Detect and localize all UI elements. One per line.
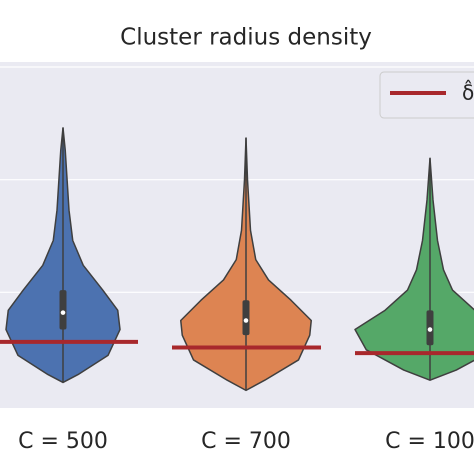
- median: [243, 318, 249, 323]
- box: [59, 290, 67, 330]
- legend-label: δ̂: [462, 80, 474, 105]
- box: [242, 300, 250, 336]
- median: [427, 327, 433, 332]
- x-tick-label: C = 500: [18, 429, 108, 454]
- median: [60, 310, 66, 315]
- x-tick-label: C = 700: [201, 429, 291, 454]
- x-tick-label: C = 100: [385, 429, 474, 454]
- chart-title: Cluster radius density: [120, 25, 372, 51]
